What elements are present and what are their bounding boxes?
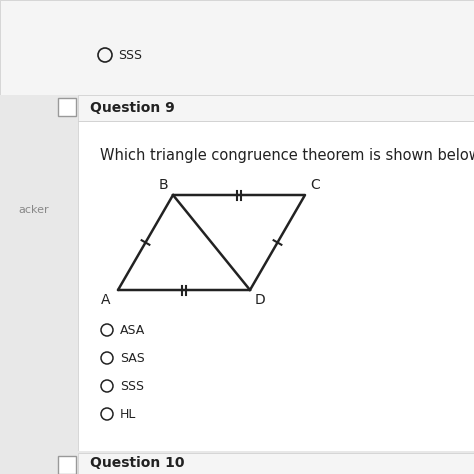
Text: SAS: SAS: [120, 352, 145, 365]
Text: ASA: ASA: [120, 323, 145, 337]
Bar: [0, 0, 474, 95]
Text: SSS: SSS: [118, 48, 142, 62]
Bar: [0, 451, 474, 459]
Bar: [78, 453, 474, 474]
Text: A: A: [100, 293, 110, 307]
Bar: [78, 95, 474, 121]
Text: acker: acker: [18, 205, 49, 215]
Bar: [58, 456, 76, 474]
Text: SSS: SSS: [120, 380, 144, 392]
Text: Question 10: Question 10: [90, 456, 184, 470]
Text: Which triangle congruence theorem is shown below?: Which triangle congruence theorem is sho…: [100, 148, 474, 163]
Text: B: B: [158, 178, 168, 192]
Text: C: C: [310, 178, 320, 192]
Bar: [58, 98, 76, 116]
Text: HL: HL: [120, 408, 137, 420]
Bar: [0, 95, 474, 103]
Text: D: D: [255, 293, 266, 307]
Text: Question 9: Question 9: [90, 101, 175, 115]
Bar: [78, 121, 474, 451]
